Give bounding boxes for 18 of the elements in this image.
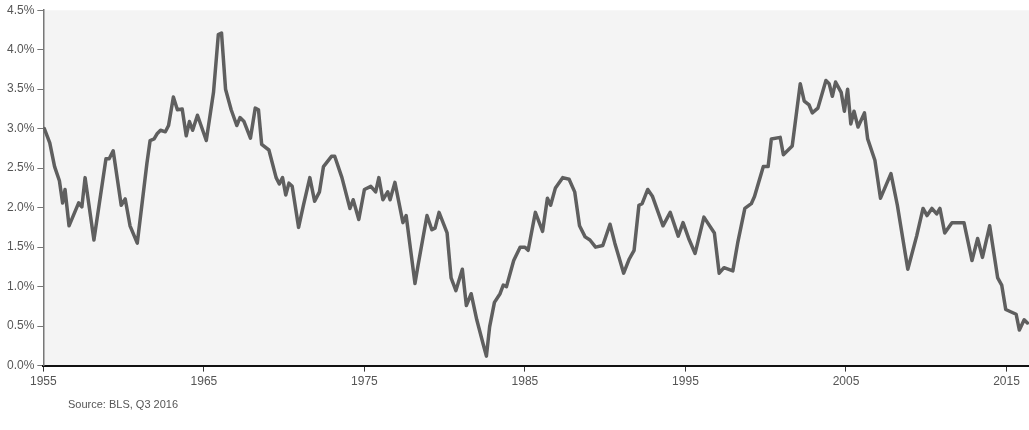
y-tick-label: 0.0% (6, 357, 35, 372)
y-tick-label: 2.5% (6, 160, 35, 175)
y-tick-label: 1.0% (6, 278, 35, 293)
y-tick-label: 4.5% (6, 2, 35, 17)
x-tick-label: 1955 (30, 374, 58, 389)
x-tick-label: 1975 (351, 374, 379, 389)
x-tick-label: 2005 (832, 374, 860, 389)
y-tick-label: 3.0% (6, 120, 35, 135)
y-tick-label: 2.0% (6, 199, 35, 214)
x-tick-label: 1995 (672, 374, 700, 389)
y-tick-label: 0.5% (6, 318, 35, 333)
y-tick-label: 3.5% (6, 81, 35, 96)
y-tick-label: 1.5% (6, 239, 35, 254)
source-note: Source: BLS, Q3 2016 (68, 398, 179, 410)
x-tick-label: 2015 (993, 374, 1021, 389)
y-tick-label: 4.0% (6, 42, 35, 56)
x-tick-label: 1965 (190, 374, 218, 389)
x-tick-label: 1985 (511, 374, 539, 389)
